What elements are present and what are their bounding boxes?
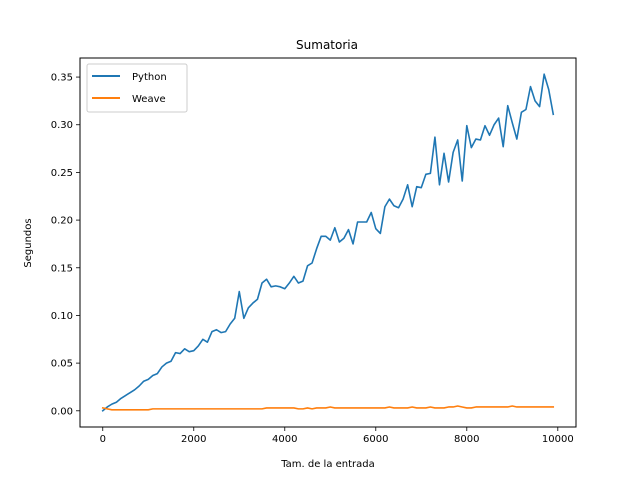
y-tick-label: 0.30 <box>51 120 73 131</box>
y-tick-label: 0.05 <box>51 359 73 370</box>
x-tick-label: 10000 <box>542 434 574 445</box>
y-tick-label: 0.15 <box>51 263 73 274</box>
legend-label-python: Python <box>132 72 167 83</box>
y-axis-label: Segundos <box>23 218 34 267</box>
x-tick-label: 0 <box>100 434 106 445</box>
x-tick-label: 2000 <box>181 434 206 445</box>
y-tick-label: 0.00 <box>51 406 73 417</box>
x-tick-label: 8000 <box>454 434 479 445</box>
y-tick-label: 0.25 <box>51 168 73 179</box>
chart-title: Sumatoria <box>296 38 358 52</box>
series-line-python <box>101 73 555 412</box>
legend: Python Weave <box>86 63 188 113</box>
x-axis: 0 2000 4000 6000 8000 10000 <box>100 427 574 445</box>
plot-lines <box>101 73 555 412</box>
x-tick-label: 6000 <box>363 434 388 445</box>
series-line-weave <box>101 405 555 411</box>
y-tick-label: 0.10 <box>51 311 73 322</box>
y-tick-label: 0.20 <box>51 216 73 227</box>
y-axis: 0.00 0.05 0.10 0.15 0.20 0.25 0.30 0.35 <box>51 73 80 417</box>
plot-frame <box>79 57 577 428</box>
y-tick-label: 0.35 <box>51 73 73 84</box>
x-axis-label: Tam. de la entrada <box>280 459 375 470</box>
x-tick-label: 4000 <box>272 434 297 445</box>
legend-label-weave: Weave <box>132 94 166 105</box>
